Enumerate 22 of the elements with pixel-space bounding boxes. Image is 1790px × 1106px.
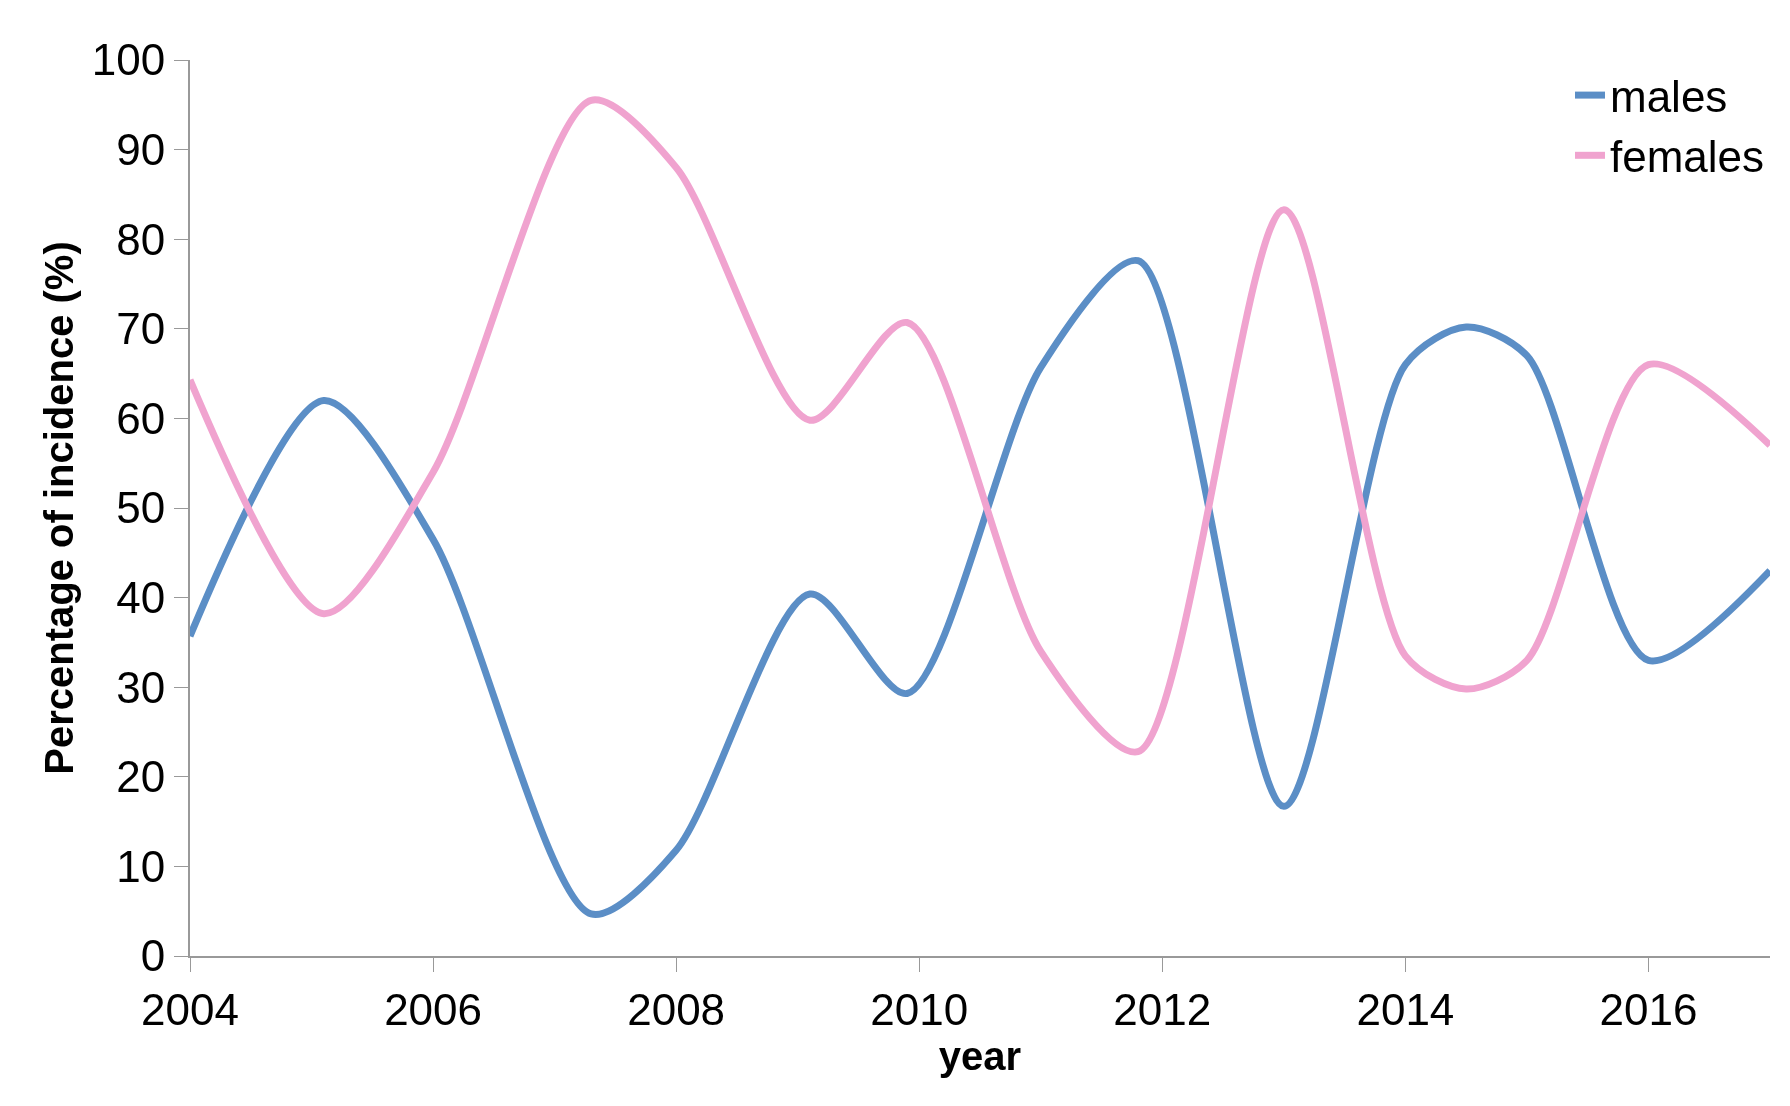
y-tick-label: 40 xyxy=(116,573,166,622)
x-tick-label: 2012 xyxy=(1113,984,1212,1034)
y-tick-label: 60 xyxy=(116,393,166,443)
y-axis-title: Percentage of incidence (%) xyxy=(36,241,81,775)
x-tick-label: 2008 xyxy=(627,984,726,1034)
y-tick-label: 80 xyxy=(116,214,166,264)
x-tick-label: 2006 xyxy=(384,984,483,1034)
y-tick-label: 30 xyxy=(116,662,166,712)
y-tick-label: 10 xyxy=(116,841,166,891)
x-tick-label: 2010 xyxy=(870,984,969,1034)
x-tick-label: 2004 xyxy=(141,984,239,1034)
legend-label: females xyxy=(1610,132,1765,182)
y-tick-label: 100 xyxy=(91,35,166,85)
legend-label: males xyxy=(1610,72,1728,122)
y-tick-label: 0 xyxy=(140,931,166,981)
x-tick-label: 2016 xyxy=(1599,984,1698,1034)
y-tick-label: 50 xyxy=(116,483,166,533)
y-tick-label: 20 xyxy=(116,752,166,802)
y-tick-label: 90 xyxy=(116,125,166,174)
x-tick-label: 2014 xyxy=(1356,984,1455,1034)
y-tick-label: 70 xyxy=(116,304,166,354)
x-axis-title: year xyxy=(938,1033,1022,1078)
